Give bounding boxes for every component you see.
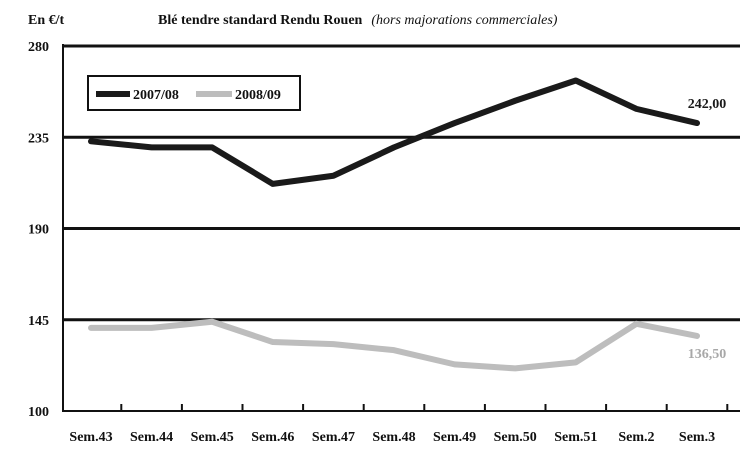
- data-point: [694, 120, 700, 126]
- series-line-2008-09: [88, 318, 700, 372]
- data-point: [149, 144, 155, 150]
- y-tick-label-280: 280: [28, 40, 49, 55]
- data-point: [209, 144, 215, 150]
- series-lines: [88, 77, 700, 372]
- end-value-label-2007-08: 242,00: [688, 97, 727, 112]
- data-point: [209, 319, 215, 325]
- data-point: [452, 120, 458, 126]
- legend: 2007/08 2008/09: [87, 75, 301, 111]
- x-tick-label: Sem.3: [679, 430, 715, 445]
- chart-title-main: Blé tendre standard Rendu Rouen: [158, 13, 363, 28]
- y-tick-label-145: 145: [28, 314, 49, 329]
- x-tick-label: Sem.44: [130, 430, 173, 445]
- data-point: [391, 144, 397, 150]
- chart-subtitle: (hors majorations commerciales): [371, 13, 557, 28]
- unit-label: En €/t: [28, 13, 65, 28]
- x-tick-label: Sem.50: [494, 430, 537, 445]
- y-tick-label-190: 190: [28, 223, 49, 238]
- x-tick-label: Sem.47: [312, 430, 355, 445]
- legend-label-2008-09: 2008/09: [235, 88, 281, 103]
- data-point: [88, 138, 94, 144]
- gridlines: [63, 44, 740, 322]
- x-tick-label: Sem.48: [372, 430, 415, 445]
- x-tick-label: Sem.51: [554, 430, 597, 445]
- x-tick-label: Sem.46: [251, 430, 294, 445]
- data-point: [149, 325, 155, 331]
- legend-label-2007-08: 2007/08: [133, 88, 179, 103]
- data-point: [573, 77, 579, 83]
- data-point: [694, 333, 700, 339]
- data-labels: 242,00 136,50: [688, 97, 727, 362]
- chart-title: Blé tendre standard Rendu Rouen (hors ma…: [158, 11, 558, 28]
- y-tick-label-100: 100: [28, 405, 49, 420]
- axes: 100 145 190 235 280 Sem.43 Sem.44 Sem.45 Sem.46 S…: [28, 40, 740, 445]
- y-tick-label-235: 235: [28, 131, 49, 146]
- end-value-label-2008-09: 136,50: [688, 347, 727, 362]
- data-point: [452, 361, 458, 367]
- data-point: [270, 339, 276, 345]
- x-tick-label: Sem.43: [69, 430, 112, 445]
- data-point: [633, 106, 639, 112]
- data-point: [512, 365, 518, 371]
- data-point: [270, 181, 276, 187]
- data-point: [633, 321, 639, 327]
- data-point: [573, 359, 579, 365]
- x-tick-label: Sem.45: [191, 430, 234, 445]
- data-point: [88, 325, 94, 331]
- x-tick-label: Sem.49: [433, 430, 476, 445]
- data-point: [512, 98, 518, 104]
- data-point: [330, 173, 336, 179]
- data-point: [391, 347, 397, 353]
- data-point: [330, 341, 336, 347]
- x-tick-label: Sem.2: [618, 430, 654, 445]
